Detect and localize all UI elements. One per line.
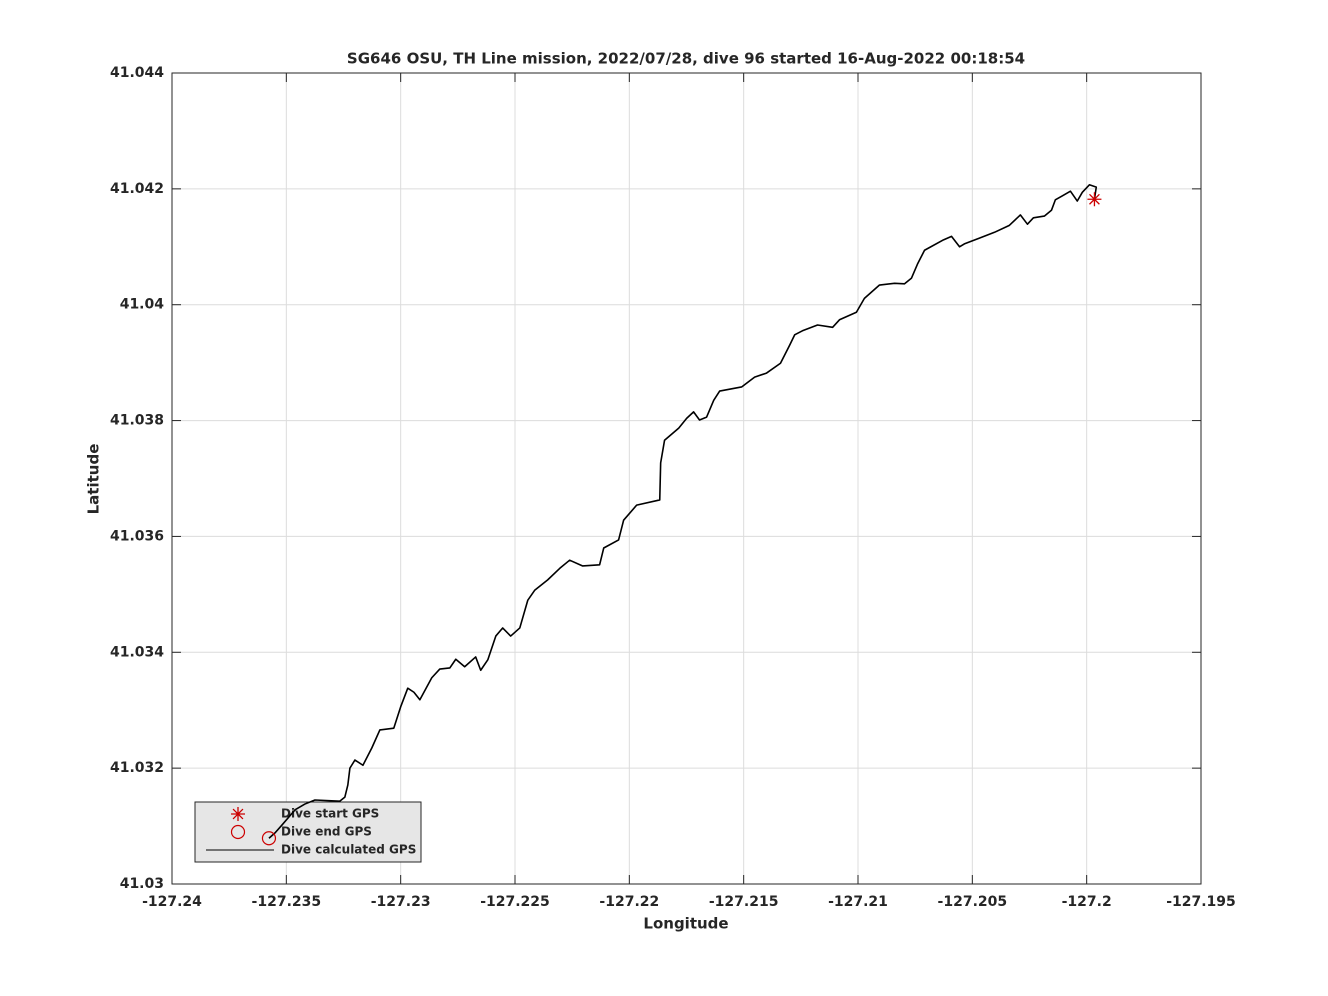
x-tick-label: -127.215	[709, 894, 779, 910]
y-axis-label: Latitude	[85, 444, 103, 515]
legend-label: Dive start GPS	[281, 807, 379, 821]
x-tick-label: -127.225	[480, 894, 550, 910]
y-tick-label: 41.044	[110, 65, 164, 81]
x-tick-label: -127.2	[1062, 894, 1112, 910]
x-tick-label: -127.21	[828, 894, 888, 910]
legend-symbol	[231, 807, 245, 821]
legend: Dive start GPS Dive end GPS Dive calculate…	[194, 801, 422, 863]
y-tick-label: 41.034	[110, 644, 164, 660]
y-tick-label: 41.036	[110, 528, 164, 544]
y-tick-label: 41.03	[120, 876, 164, 892]
x-tick-label: -127.235	[252, 894, 322, 910]
end-marker	[261, 831, 277, 846]
y-tick-label: 41.04	[120, 297, 165, 313]
y-tick-label: 41.038	[110, 413, 164, 429]
x-tick-label: -127.205	[938, 894, 1008, 910]
y-tick-label: 41.032	[110, 760, 164, 776]
x-tick-label: -127.195	[1166, 894, 1236, 910]
y-tick-label: 41.042	[110, 181, 164, 197]
x-tick-label: -127.22	[599, 894, 659, 910]
x-tick-label: -127.23	[371, 894, 431, 910]
legend-box	[194, 801, 422, 863]
plot-frame	[171, 72, 1202, 885]
chart-title: SG646 OSU, TH Line mission, 2022/07/28, …	[347, 50, 1025, 68]
legend-symbol	[230, 824, 246, 840]
data-line	[268, 184, 1098, 839]
x-tick-label: -127.24	[142, 894, 202, 910]
legend-label: Dive end GPS	[281, 825, 372, 839]
legend-label: Dive calculated GPS	[281, 843, 416, 857]
start-marker	[1087, 192, 1102, 207]
x-axis-label: Longitude	[643, 915, 728, 933]
